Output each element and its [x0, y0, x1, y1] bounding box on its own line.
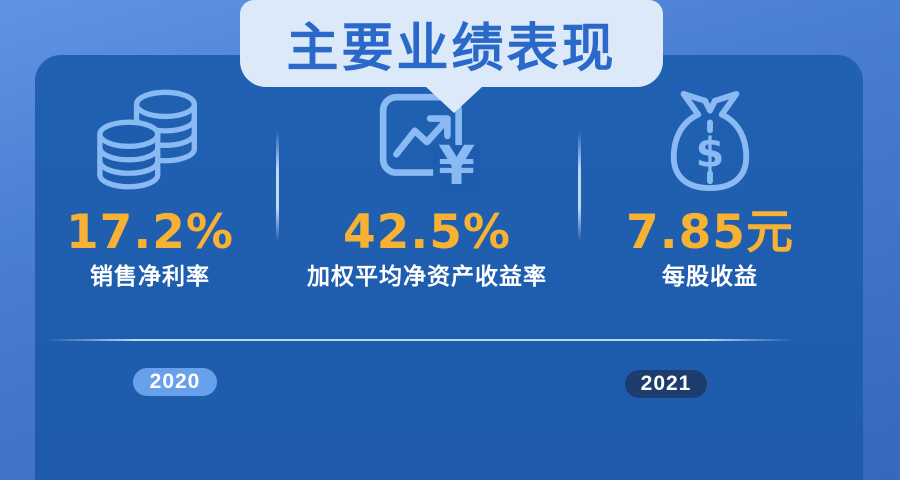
page-title: 主要业绩表现: [286, 19, 617, 79]
year-badge-label: 2021: [640, 372, 692, 395]
metric-net-profit-margin: 17.2% 销售净利率: [20, 85, 280, 289]
coins-icon: [97, 85, 203, 197]
trend-chart-yuan-icon: ¥: [376, 85, 481, 197]
title-banner-pointer: [425, 86, 483, 113]
metric-weighted-roe: ¥ 42.5% 加权平均净资产收益率: [277, 85, 577, 289]
money-bag-icon: $: [661, 85, 759, 197]
metric-value: 42.5%: [342, 205, 512, 260]
metric-label: 加权平均净资产收益率: [307, 263, 547, 289]
title-banner: 主要业绩表现: [240, 0, 663, 87]
metric-divider-right: [578, 131, 581, 241]
metric-label: 销售净利率: [90, 263, 210, 289]
metric-earnings-per-share: $ 7.85元 每股收益: [580, 85, 840, 289]
metric-label: 每股收益: [662, 263, 758, 289]
bottom-divider-line: [45, 339, 795, 341]
metric-divider-left: [276, 131, 279, 241]
year-badge-label: 2020: [149, 370, 201, 393]
metric-value: 17.2%: [65, 205, 235, 260]
year-badge-2020: 2020: [133, 368, 217, 396]
yuan-symbol: ¥: [438, 135, 475, 197]
metric-value: 7.85元: [626, 205, 794, 260]
year-badge-2021: 2021: [625, 370, 707, 398]
dollar-symbol: $: [696, 128, 725, 176]
